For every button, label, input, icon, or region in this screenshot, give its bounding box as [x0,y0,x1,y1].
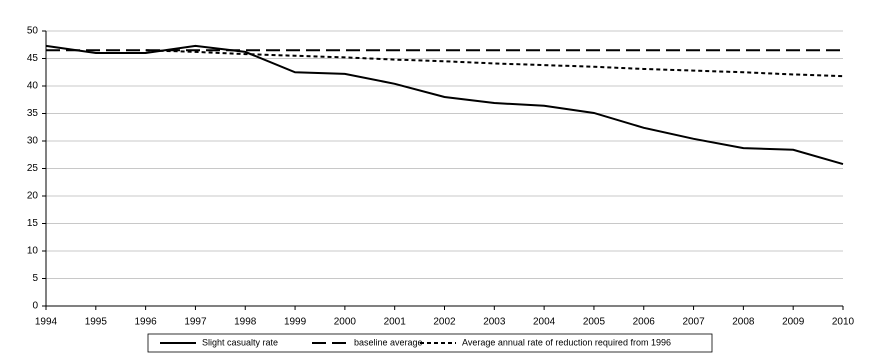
series-line [45,44,844,166]
x-tick-label: 1995 [85,317,108,328]
x-tick-label: 1999 [284,317,307,328]
series-line [145,49,844,78]
x-tick-label: 2001 [384,317,407,328]
y-tick-label: 45 [27,53,39,64]
y-tick-label: 35 [27,108,39,119]
x-tick-label: 2009 [782,317,805,328]
x-tick-label: 2008 [732,317,755,328]
x-tick-label: 2006 [633,317,656,328]
y-tick-label: 20 [27,191,39,202]
y-tick-label: 50 [27,26,39,37]
x-tick-label: 2005 [583,317,606,328]
x-tick-label: 2007 [682,317,705,328]
y-tick-label: 25 [27,163,39,174]
y-tick-label: 0 [32,301,38,312]
y-tick-label: 15 [27,218,39,229]
x-tick-label: 2004 [533,317,556,328]
x-tick-label: 2000 [334,317,357,328]
y-tick-label: 30 [27,136,39,147]
x-tick-label: 2002 [433,317,456,328]
x-tick-label: 2010 [832,317,855,328]
legend-label: Slight casualty rate [202,337,278,347]
legend-label: baseline average [354,337,423,347]
legend-label: Average annual rate of reduction require… [462,337,671,347]
x-tick-label: 2003 [483,317,506,328]
y-tick-label: 40 [27,81,39,92]
x-tick-label: 1997 [184,317,207,328]
y-tick-label: 10 [27,246,39,257]
legend: Slight casualty rate baseline average Aver… [147,333,713,353]
y-tick-label: 5 [32,273,38,284]
x-tick-label: 1996 [135,317,158,328]
x-tick-label: 1994 [35,317,58,328]
x-tick-label: 1998 [234,317,257,328]
